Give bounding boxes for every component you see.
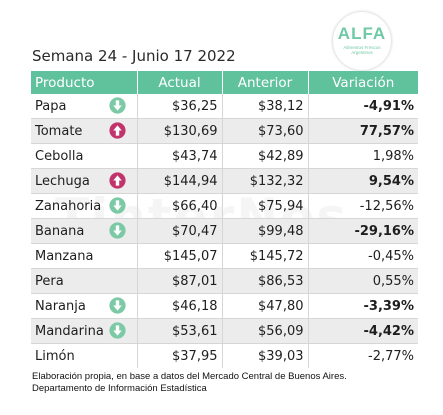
cell-variation: 77,57%: [308, 118, 418, 144]
cell-previous: $73,60: [222, 118, 309, 144]
product-name: Mandarina: [35, 323, 104, 339]
table-header-row: Producto Actual Anterior Variación: [31, 71, 418, 94]
cell-actual: $87,01: [137, 268, 223, 294]
cell-previous: $39,03: [222, 343, 309, 368]
cell-product: Mandarina: [31, 318, 138, 344]
cell-variation: -12,56%: [308, 193, 418, 219]
table-row: Lechuga $144,94 $132,32 9,54%: [31, 168, 418, 194]
footnote-line-1: Elaboración propia, en base a datos del …: [32, 371, 347, 382]
cell-previous: $38,12: [222, 94, 309, 119]
table-row: Papa $36,25 $38,12 -4,91%: [31, 94, 418, 119]
cell-variation: -3,39%: [308, 293, 418, 319]
footnote: Elaboración propia, en base a datos del …: [32, 371, 347, 395]
cell-previous: $56,09: [222, 318, 309, 344]
cell-actual: $130,69: [137, 118, 223, 144]
cell-product: Lechuga: [31, 168, 138, 194]
cell-variation: -4,91%: [363, 98, 415, 114]
product-name: Naranja: [35, 298, 86, 314]
table-row: Zanahoria $66,40 $75,94 -12,56%: [31, 193, 418, 219]
cell-variation: -0,45%: [308, 243, 418, 269]
cell-variation: -4,42%: [308, 318, 418, 344]
cell-previous: $99,48: [222, 218, 309, 244]
cell-actual: $46,18: [137, 293, 223, 319]
cell-previous: $42,89: [222, 143, 309, 169]
cell-actual: $53,61: [137, 318, 223, 344]
cell-product: Banana: [31, 218, 138, 244]
price-table: Producto Actual Anterior Variación Papa $…: [31, 71, 418, 368]
arrow-up-circle-icon: [109, 172, 126, 189]
header-actual: Actual: [137, 71, 223, 94]
product-name: Banana: [35, 223, 85, 239]
cell-product: Pera: [31, 268, 138, 294]
header-producto: Producto: [31, 71, 138, 94]
cell-actual: $36,25: [137, 94, 223, 119]
product-name: Cebolla: [35, 148, 84, 164]
table-row: Banana $70,47 $99,48 -29,16%: [31, 218, 418, 244]
cell-previous: $145,72: [222, 243, 309, 269]
cell-product: Manzana: [31, 243, 138, 269]
cell-actual: $145,07: [137, 243, 223, 269]
cell-actual: $43,74: [137, 143, 223, 169]
product-name: Papa: [35, 98, 67, 114]
cell-variation: -2,77%: [308, 343, 418, 368]
arrow-down-circle-icon: [109, 297, 126, 314]
product-name: Tomate: [35, 123, 83, 139]
cell-product: Zanahoria: [31, 193, 138, 219]
cell-product: Naranja: [31, 293, 138, 319]
cell-previous: $86,53: [222, 268, 309, 294]
cell-variation: 1,98%: [308, 143, 418, 169]
cell-product: Cebolla: [31, 143, 138, 169]
cell-actual: $37,95: [137, 343, 223, 368]
arrow-up-circle-icon: [109, 122, 126, 139]
product-name: Limón: [35, 348, 75, 364]
cell-product: Tomate: [31, 118, 138, 144]
product-name: Pera: [35, 273, 64, 289]
table-row: Cebolla $43,74 $42,89 1,98%: [31, 143, 418, 169]
table-row: Limón $37,95 $39,03 -2,77%: [31, 343, 418, 368]
page-title: Semana 24 - Junio 17 2022: [32, 47, 236, 65]
cell-variation: 9,54%: [308, 168, 418, 194]
arrow-down-circle-icon: [109, 97, 126, 114]
logo-subtitle: Alimentos Frescos Argentinos: [343, 45, 381, 55]
table-row: Pera $87,01 $86,53 0,55%: [31, 268, 418, 294]
table-row: Tomate $130,69 $73,60 77,57%: [31, 118, 418, 144]
product-name: Lechuga: [35, 173, 90, 189]
arrow-down-circle-icon: [109, 197, 126, 214]
product-name: Zanahoria: [35, 198, 102, 214]
cell-product: Papa: [31, 94, 138, 119]
cell-variation: 0,55%: [308, 268, 418, 294]
arrow-down-circle-icon: [109, 322, 126, 339]
cell-actual: $70,47: [137, 218, 223, 244]
product-name: Manzana: [35, 248, 94, 264]
logo-word: ALFA: [337, 24, 387, 43]
cell-actual: $66,40: [137, 193, 223, 219]
cell-variation: -29,16%: [308, 218, 418, 244]
table-row: Mandarina $53,61 $56,09 -4,42%: [31, 318, 418, 344]
cell-actual: $144,94: [137, 168, 223, 194]
table-row: Manzana $145,07 $145,72 -0,45%: [31, 243, 418, 269]
footnote-line-2: Departamento de Información Estadística: [32, 383, 207, 394]
cell-product: Limón: [31, 343, 138, 368]
header-variacion: Variación: [308, 71, 418, 94]
table-row: Naranja $46,18 $47,80 -3,39%: [31, 293, 418, 319]
arrow-down-circle-icon: [109, 222, 126, 239]
header-anterior: Anterior: [222, 71, 309, 94]
cell-previous: $132,32: [222, 168, 309, 194]
cell-previous: $75,94: [222, 193, 309, 219]
alfa-logo: ALFA Alimentos Frescos Argentinos: [333, 12, 391, 70]
cell-previous: $47,80: [222, 293, 309, 319]
